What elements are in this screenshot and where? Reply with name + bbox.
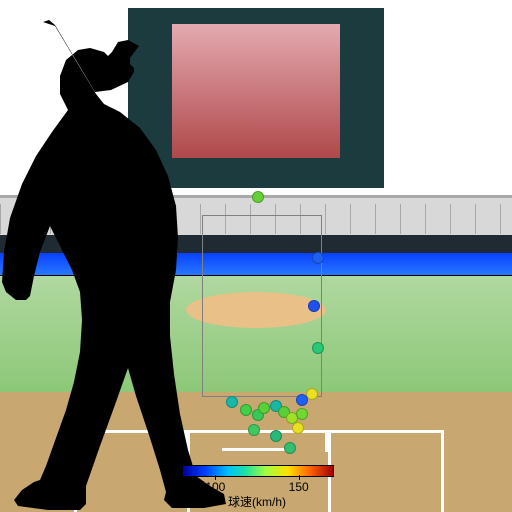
pitch-marker (296, 408, 308, 420)
colorbar: 100 150 球速(km/h) (182, 465, 332, 509)
pitch-location-chart: 100 150 球速(km/h) (0, 0, 512, 512)
pitch-marker (270, 430, 282, 442)
colorbar-tick-label: 100 (205, 480, 225, 494)
pitch-marker (312, 342, 324, 354)
pitch-marker (312, 252, 324, 264)
pitch-marker (308, 300, 320, 312)
colorbar-tick-label: 150 (289, 480, 309, 494)
pitch-marker (284, 442, 296, 454)
colorbar-axis-label: 球速(km/h) (228, 493, 286, 510)
pitch-marker (292, 422, 304, 434)
pitch-marker (296, 394, 308, 406)
colorbar-gradient (182, 465, 334, 477)
batter-silhouette (0, 20, 260, 512)
